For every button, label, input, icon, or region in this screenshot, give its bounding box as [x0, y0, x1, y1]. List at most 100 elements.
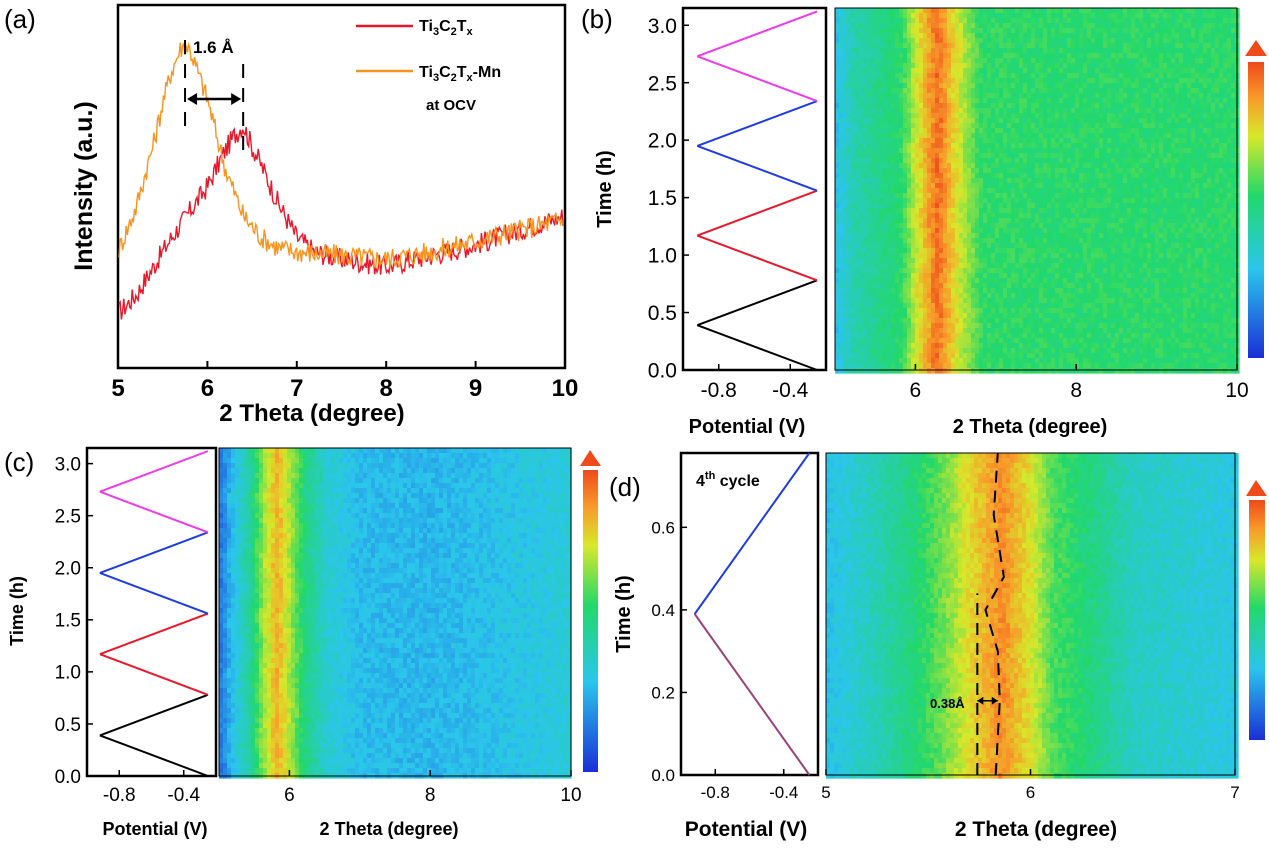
heatmap-cell — [1179, 88, 1184, 94]
heatmap-cell — [1007, 183, 1012, 189]
heatmap-cell — [1127, 208, 1132, 214]
heatmap-cell — [1043, 163, 1048, 169]
heatmap-cell — [1043, 223, 1048, 229]
heatmap-cell — [1155, 203, 1160, 209]
heatmap-cell — [987, 113, 992, 119]
heatmap-cell — [1167, 248, 1172, 254]
heatmap-cell — [995, 158, 1000, 164]
heatmap-cell — [1187, 23, 1192, 29]
heatmap-cell — [1131, 13, 1136, 19]
heatmap-cell — [919, 68, 924, 74]
heatmap-cell — [1111, 28, 1116, 34]
heatmap-cell — [1171, 138, 1176, 144]
heatmap-cell — [1007, 228, 1012, 234]
heatmap-cell — [999, 8, 1004, 14]
heatmap-cell — [883, 138, 888, 144]
heatmap-cell — [1159, 53, 1164, 59]
heatmap-cell — [1187, 123, 1192, 129]
heatmap-cell — [983, 198, 988, 204]
heatmap-cell — [871, 43, 876, 49]
heatmap-cell — [839, 213, 844, 219]
heatmap-cell — [915, 8, 920, 14]
heatmap-cell — [875, 228, 880, 234]
heatmap-cell — [875, 128, 880, 134]
heatmap-cell — [1223, 83, 1228, 89]
heatmap-cell — [1131, 193, 1136, 199]
heatmap-cell — [879, 218, 884, 224]
heatmap-cell — [1011, 238, 1016, 244]
heatmap-cell — [1183, 123, 1188, 129]
heatmap-cell — [863, 53, 868, 59]
heatmap-cell — [895, 93, 900, 99]
heatmap-cell — [1107, 33, 1112, 39]
heatmap-cell — [983, 238, 988, 244]
heatmap-cell — [963, 43, 968, 49]
heatmap-cell — [1119, 158, 1124, 164]
heatmap-cell — [1231, 138, 1236, 144]
heatmap-cell — [927, 23, 932, 29]
heatmap-cell — [1211, 143, 1216, 149]
heatmap-cell — [1135, 198, 1140, 204]
heatmap-cell — [843, 163, 848, 169]
x-tick-label: 6 — [201, 375, 214, 402]
heatmap-cell — [1191, 98, 1196, 104]
heatmap-cell — [851, 158, 856, 164]
heatmap-cell — [1191, 128, 1196, 134]
heatmap-cell — [1071, 88, 1076, 94]
heatmap-cell — [879, 63, 884, 69]
heatmap-cell — [939, 48, 944, 54]
heatmap-cell — [871, 23, 876, 29]
heatmap-cell — [1099, 33, 1104, 39]
heatmap-cell — [1035, 248, 1040, 254]
heatmap-cell — [963, 18, 968, 24]
heatmap-cell — [1171, 233, 1176, 239]
heatmap-cell — [1183, 228, 1188, 234]
heatmap-cell — [1079, 128, 1084, 134]
heatmap-cell — [1135, 233, 1140, 239]
heatmap-cell — [895, 213, 900, 219]
heatmap-cell — [1079, 103, 1084, 109]
heatmap-cell — [859, 43, 864, 49]
heatmap-cell — [1147, 203, 1152, 209]
heatmap-cell — [1003, 233, 1008, 239]
heatmap-cell — [1107, 188, 1112, 194]
heatmap-cell — [1015, 203, 1020, 209]
heatmap-cell — [903, 118, 908, 124]
heatmap-cell — [1195, 118, 1200, 124]
heatmap-cell — [911, 213, 916, 219]
heatmap-cell — [971, 168, 976, 174]
heatmap-cell — [1091, 43, 1096, 49]
heatmap-cell — [839, 163, 844, 169]
heatmap-cell — [1031, 33, 1036, 39]
heatmap-cell — [907, 78, 912, 84]
heatmap-cell — [911, 63, 916, 69]
heatmap-cell — [903, 83, 908, 89]
heatmap-cell — [1083, 108, 1088, 114]
heatmap-cell — [1183, 118, 1188, 124]
heatmap-cell — [1159, 68, 1164, 74]
heatmap-cell — [975, 143, 980, 149]
heatmap-cell — [1191, 243, 1196, 249]
heatmap-cell — [1175, 213, 1180, 219]
heatmap-cell — [1079, 223, 1084, 229]
heatmap-cell — [859, 118, 864, 124]
heatmap-cell — [1187, 153, 1192, 159]
heatmap-cell — [847, 233, 852, 239]
heatmap-cell — [1203, 203, 1208, 209]
heatmap-cell — [1231, 173, 1236, 179]
heatmap-cell — [1135, 183, 1140, 189]
heatmap-cell — [1147, 158, 1152, 164]
heatmap-cell — [907, 213, 912, 219]
heatmap-cell — [927, 213, 932, 219]
heatmap-cell — [1011, 223, 1016, 229]
heatmap-cell — [1099, 178, 1104, 184]
heatmap-cell — [947, 98, 952, 104]
heatmap-cell — [1071, 28, 1076, 34]
heatmap-cell — [1091, 163, 1096, 169]
heatmap-cell — [843, 223, 848, 229]
heatmap-cell — [1159, 103, 1164, 109]
heatmap-cell — [879, 128, 884, 134]
heatmap-cell — [1063, 193, 1068, 199]
heatmap-cell — [1027, 23, 1032, 29]
heatmap-cell — [1003, 78, 1008, 84]
